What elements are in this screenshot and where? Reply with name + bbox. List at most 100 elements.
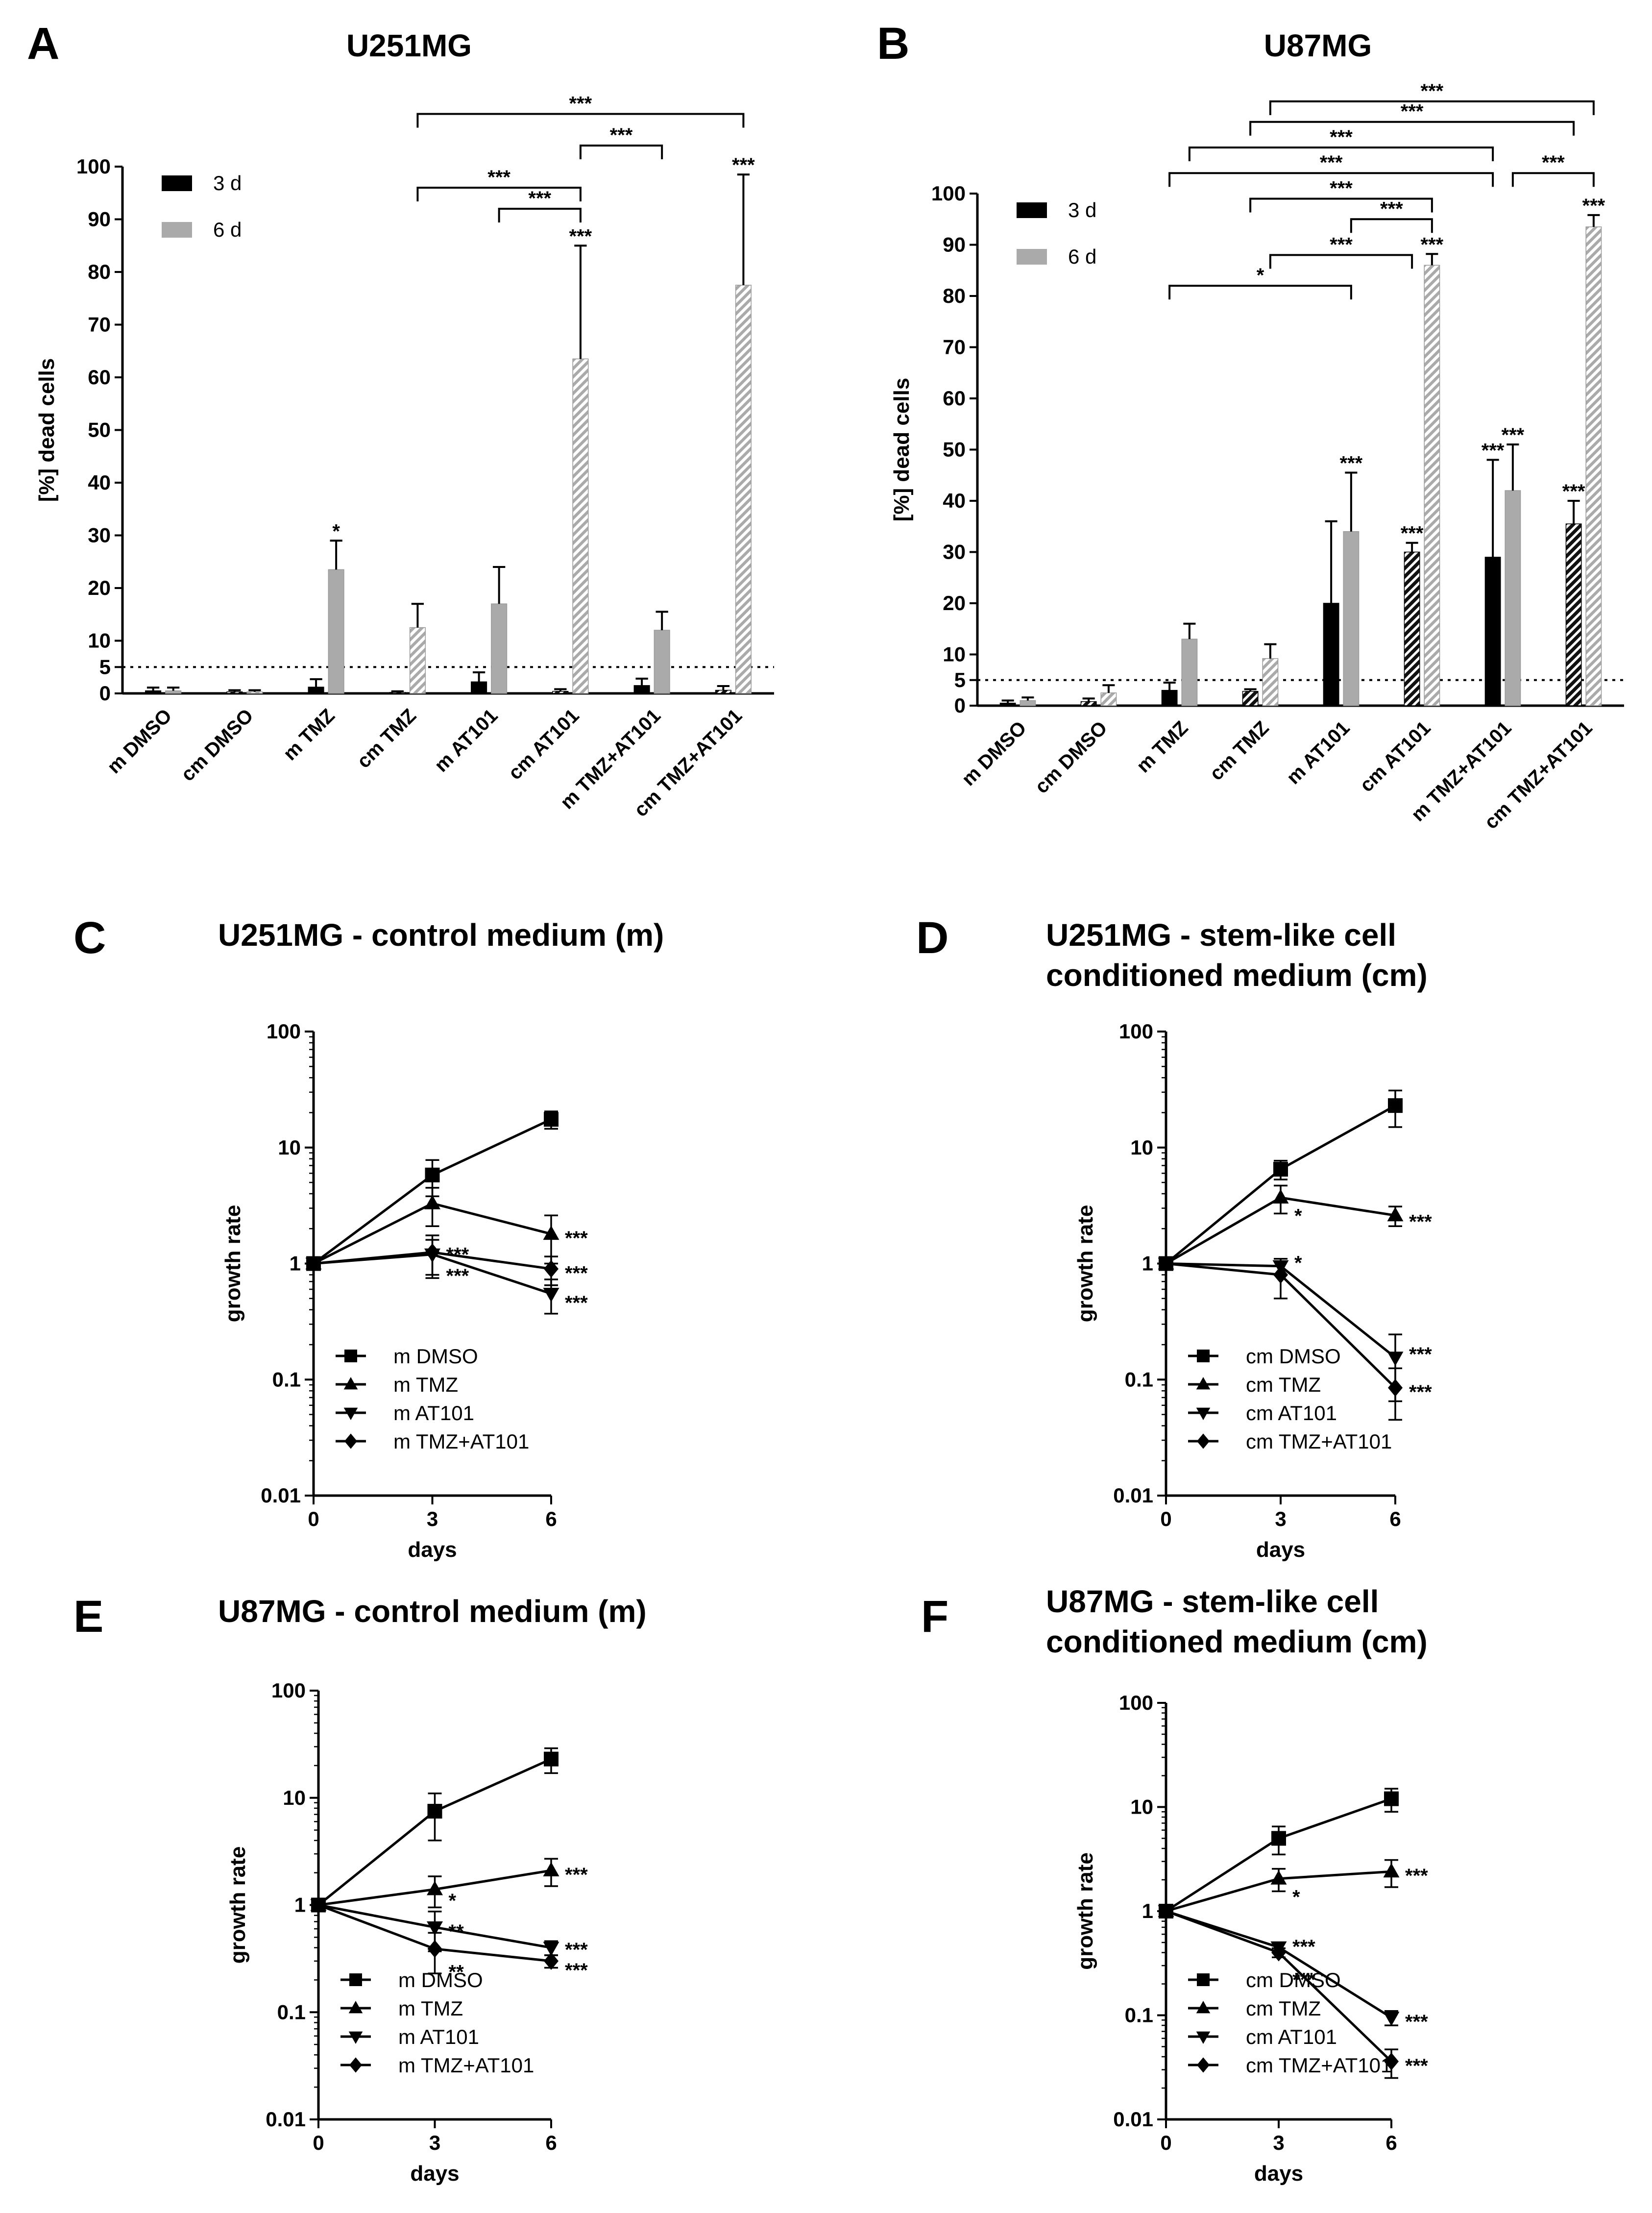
comparison-bracket <box>1269 254 1413 269</box>
marker-square <box>349 1973 362 1986</box>
significance-label: *** <box>565 1939 588 1961</box>
y-tick-label: 1 <box>1142 1899 1153 1922</box>
bracket-label: *** <box>610 124 633 146</box>
marker-triangle-up <box>424 1195 440 1209</box>
y-tick-label: 1 <box>294 1893 306 1917</box>
significance-label: *** <box>1405 2011 1428 2033</box>
y-axis-label: growth rate <box>221 1205 245 1323</box>
x-category-label: cm AT101 <box>1356 717 1435 796</box>
marker-square <box>1384 1791 1399 1806</box>
x-category-label: cm AT101 <box>504 705 583 784</box>
comparison-bracket <box>1511 172 1595 187</box>
legend-label: cm TMZ <box>1246 1373 1321 1396</box>
bar <box>1181 639 1198 706</box>
y-tick-label: 0.01 <box>261 1484 301 1507</box>
marker-diamond <box>1197 2057 1210 2073</box>
y-tick-label: 30 <box>943 541 966 564</box>
bar <box>471 681 487 694</box>
bar <box>226 691 243 694</box>
panel-A: A U251MG 0 5 10 20 30 40 50 60 70 80 90 100 [%] dead c… <box>27 19 774 821</box>
legend-label: cm DMSO <box>1246 1968 1341 1992</box>
bar <box>1585 226 1602 706</box>
y-tick-label: 50 <box>88 418 111 442</box>
y-tick-label: 40 <box>943 489 966 512</box>
marker-triangle-up <box>1196 2001 1211 2014</box>
marker-triangle-down <box>1387 1352 1404 1366</box>
panel-D: D U251MG - stem-like cell conditioned medi… <box>916 913 1432 1562</box>
bar <box>633 685 650 694</box>
y-tick-label: 80 <box>943 284 966 307</box>
marker-triangle-down <box>427 1921 443 1936</box>
marker-diamond <box>344 1433 357 1449</box>
y-tick-label: 60 <box>88 366 111 389</box>
x-tick-label: 6 <box>1385 2131 1397 2154</box>
legend-swatch <box>162 222 192 238</box>
x-axis-label: days <box>410 2162 459 2186</box>
chart-title: U87MG - stem-like cell <box>1046 1584 1379 1619</box>
y-tick-label: 100 <box>931 182 966 205</box>
significance-label: *** <box>569 225 592 247</box>
y-tick-label: 10 <box>943 643 966 666</box>
bar <box>1242 690 1259 706</box>
chart-title: U251MG - control medium (m) <box>218 917 664 953</box>
marker-triangle-up <box>1196 1377 1211 1390</box>
bar <box>654 630 670 694</box>
marker-diamond <box>311 1896 326 1914</box>
significance-label: *** <box>1582 195 1605 217</box>
x-tick-label: 3 <box>429 2131 440 2154</box>
y-tick-label: 0.1 <box>272 1368 301 1391</box>
y-tick-label: 10 <box>278 1136 301 1159</box>
legend-label: m TMZ <box>398 1997 463 2020</box>
significance-label: *** <box>446 1265 469 1287</box>
marker-triangle-up <box>343 1377 358 1390</box>
legend-label: cm AT101 <box>1246 1402 1337 1425</box>
significance-label: ** <box>449 1921 464 1943</box>
marker-diamond <box>1384 2052 1399 2070</box>
x-tick-label: 0 <box>308 1507 319 1530</box>
marker-square <box>425 1167 440 1182</box>
marker-triangle-up <box>1272 1189 1289 1204</box>
marker-diamond <box>544 1260 559 1278</box>
marker-triangle-up <box>1387 1207 1404 1222</box>
significance-label: *** <box>1292 1969 1315 1991</box>
x-category-label: m AT101 <box>1283 717 1354 788</box>
significance-label: *** <box>446 1244 469 1266</box>
panel-C: C U251MG - control medium (m) 0.01 0.1 1 10 10… <box>73 913 664 1562</box>
y-tick-label: 100 <box>1119 1020 1153 1043</box>
x-tick-label: 3 <box>427 1507 438 1530</box>
significance-label: * <box>1292 1887 1300 1908</box>
y-tick-label: 10 <box>88 629 111 652</box>
y-tick-label: 50 <box>943 438 966 461</box>
x-tick-label: 0 <box>1160 2131 1171 2154</box>
panel-label: F <box>921 1592 948 1642</box>
marker-square <box>427 1804 442 1819</box>
x-axis-label: days <box>1254 2162 1303 2186</box>
legend-label: m DMSO <box>393 1345 478 1368</box>
marker-diamond <box>427 1940 442 1958</box>
legend-label: 6 d <box>1068 245 1096 268</box>
x-tick-label: 0 <box>1160 1507 1171 1530</box>
comparison-bracket <box>498 208 582 222</box>
y-tick-label: 60 <box>943 387 966 410</box>
significance-label: *** <box>732 154 755 176</box>
bar <box>1565 523 1582 706</box>
panel-E: E U87MG - control medium (m) 0.01 0.1 1 10 100… <box>73 1592 647 2186</box>
significance-label: *** <box>1401 523 1424 544</box>
x-tick-label: 0 <box>313 2131 324 2154</box>
legend-label: cm AT101 <box>1246 2025 1337 2048</box>
comparison-bracket <box>1168 285 1352 300</box>
marker-triangle-up <box>543 1862 559 1877</box>
bracket-label: *** <box>1380 198 1403 220</box>
x-category-label: m DMSO <box>958 717 1031 790</box>
bar <box>409 627 426 694</box>
y-axis-label: [%] dead cells <box>35 358 59 502</box>
marker-diamond <box>1159 1254 1173 1273</box>
bar <box>1404 551 1420 706</box>
bar <box>389 692 406 694</box>
comparison-bracket <box>416 187 582 201</box>
significance-label: *** <box>1409 1344 1432 1365</box>
y-axis-label: [%] dead cells <box>890 378 914 521</box>
marker-square <box>1388 1098 1403 1113</box>
y-tick-label: 40 <box>88 471 111 494</box>
